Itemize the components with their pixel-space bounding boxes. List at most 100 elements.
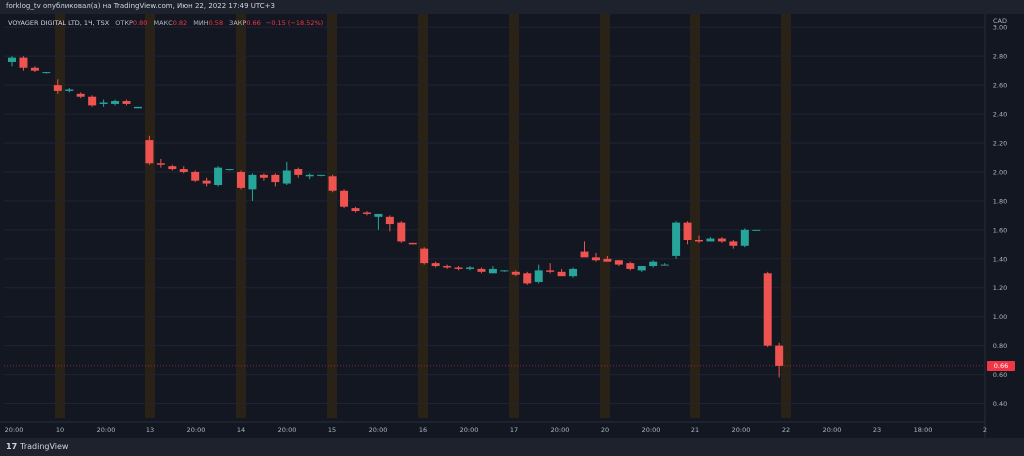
- time-tick-label: 20: [601, 426, 609, 434]
- candle-body: [637, 266, 646, 271]
- last-price-tag: 0.66: [987, 360, 1015, 371]
- candle-body: [649, 261, 658, 267]
- candle-body: [340, 190, 349, 207]
- time-tick-label: 20:00: [823, 426, 842, 434]
- candle-body: [179, 169, 188, 172]
- time-tick-label: 20:00: [97, 426, 116, 434]
- price-tick-label: 3.00: [993, 24, 1007, 32]
- candle-body: [443, 266, 452, 268]
- candle-body: [99, 102, 108, 104]
- high-value: 0.82: [172, 19, 188, 27]
- candle-body: [717, 238, 726, 242]
- price-tick-label: 2.00: [993, 168, 1007, 176]
- time-tick-label: 14: [237, 426, 245, 434]
- candle-body: [569, 268, 578, 277]
- time-tick-label: 20:00: [642, 426, 661, 434]
- candle-body: [397, 222, 406, 242]
- price-tick-label: 0.40: [993, 400, 1007, 408]
- candle-body: [511, 271, 520, 275]
- low-value: 0.58: [208, 19, 224, 27]
- price-tick-label: 2.80: [993, 53, 1007, 61]
- price-tick-label: 1.20: [993, 284, 1007, 292]
- candle-body: [763, 273, 772, 346]
- session-band: [145, 14, 155, 418]
- candle-body: [775, 345, 784, 366]
- low-label: МИН: [193, 19, 209, 27]
- candle-body: [752, 229, 761, 231]
- candle-body: [420, 248, 429, 264]
- session-band: [509, 14, 519, 418]
- candle-body: [534, 270, 543, 282]
- high-label: МАКС: [153, 19, 173, 27]
- candle-body: [466, 267, 474, 269]
- footer-bar: 17 TradingView: [0, 438, 1024, 456]
- tradingview-logo[interactable]: 17 TradingView: [6, 442, 68, 451]
- candle-body: [214, 167, 223, 185]
- time-tick-label: 20:00: [369, 426, 388, 434]
- candle-body: [133, 106, 142, 109]
- candle-body: [53, 85, 62, 91]
- time-tick-label: 10: [56, 426, 64, 434]
- time-tick-label: 2: [983, 426, 987, 434]
- candle-body: [76, 93, 85, 97]
- time-axis: 20:00 10 20:00 13 20:00 14 20:00 15 20:00 16 20:00…: [0, 421, 987, 434]
- candle-body: [65, 89, 74, 91]
- candle-body: [351, 208, 360, 212]
- chart-area[interactable]: CAD 3.00 2.80 2.60 2.40 2.20 2.00 1.80 1.60 1.40 1…: [0, 14, 1024, 438]
- time-tick-label: 18:00: [914, 426, 933, 434]
- candle-body: [603, 258, 612, 262]
- candle-body: [672, 222, 681, 256]
- candle-body: [30, 67, 39, 71]
- candle-body: [477, 268, 486, 272]
- time-tick-label: 20:00: [5, 426, 24, 434]
- candle-body: [294, 169, 303, 175]
- price-tick-label: 0.60: [993, 371, 1007, 379]
- tradingview-mark-icon: 17: [6, 442, 18, 451]
- price-tick-label: 0.80: [993, 342, 1007, 350]
- candle-body: [580, 251, 589, 258]
- candle-body: [614, 260, 623, 265]
- candle-body: [145, 140, 154, 164]
- candle-body: [706, 238, 715, 242]
- candle-body: [328, 176, 337, 191]
- price-tick-label: 1.40: [993, 255, 1007, 263]
- candle-body: [626, 263, 635, 269]
- candle-body: [225, 169, 234, 171]
- candle-body: [111, 101, 120, 104]
- candle-body: [168, 166, 177, 170]
- candle-body: [683, 222, 692, 240]
- candle-body: [202, 180, 211, 184]
- session-band: [55, 14, 65, 418]
- price-tick-label: 1.60: [993, 226, 1007, 234]
- candle-body: [454, 267, 463, 269]
- session-band: [418, 14, 428, 418]
- brand-name: TradingView: [20, 442, 69, 451]
- candle-body: [317, 174, 326, 176]
- candle-body: [729, 241, 738, 246]
- symbol-legend: VOYAGER DIGITAL LTD, 1Ч, TSX ОТКР0.80 МА…: [8, 19, 323, 27]
- time-tick-label: 20:00: [278, 426, 297, 434]
- candle-body: [523, 273, 532, 284]
- candle-body: [740, 229, 749, 246]
- time-tick-label: 20:00: [551, 426, 570, 434]
- session-bands: [55, 14, 791, 418]
- symbol-name: VOYAGER DIGITAL LTD, 1Ч, TSX: [8, 19, 110, 27]
- candle-body: [660, 264, 669, 266]
- price-tick-label: 2.60: [993, 82, 1007, 90]
- top-bar: forklog_tv опубликовал(а) на TradingView…: [0, 0, 1024, 14]
- candle-body: [8, 57, 16, 62]
- time-tick-label: 15: [328, 426, 336, 434]
- candle-body: [488, 268, 497, 274]
- session-band: [690, 14, 700, 418]
- time-tick-label: 20:00: [460, 426, 479, 434]
- candle-body: [191, 171, 200, 181]
- session-band: [236, 14, 246, 418]
- price-tick-label: 2.40: [993, 111, 1007, 119]
- candle-body: [19, 57, 28, 68]
- candle-body: [156, 163, 165, 165]
- time-tick-label: 22: [782, 426, 790, 434]
- currency-label: CAD: [993, 17, 1007, 25]
- grid-lines: [4, 26, 985, 405]
- session-band: [781, 14, 791, 418]
